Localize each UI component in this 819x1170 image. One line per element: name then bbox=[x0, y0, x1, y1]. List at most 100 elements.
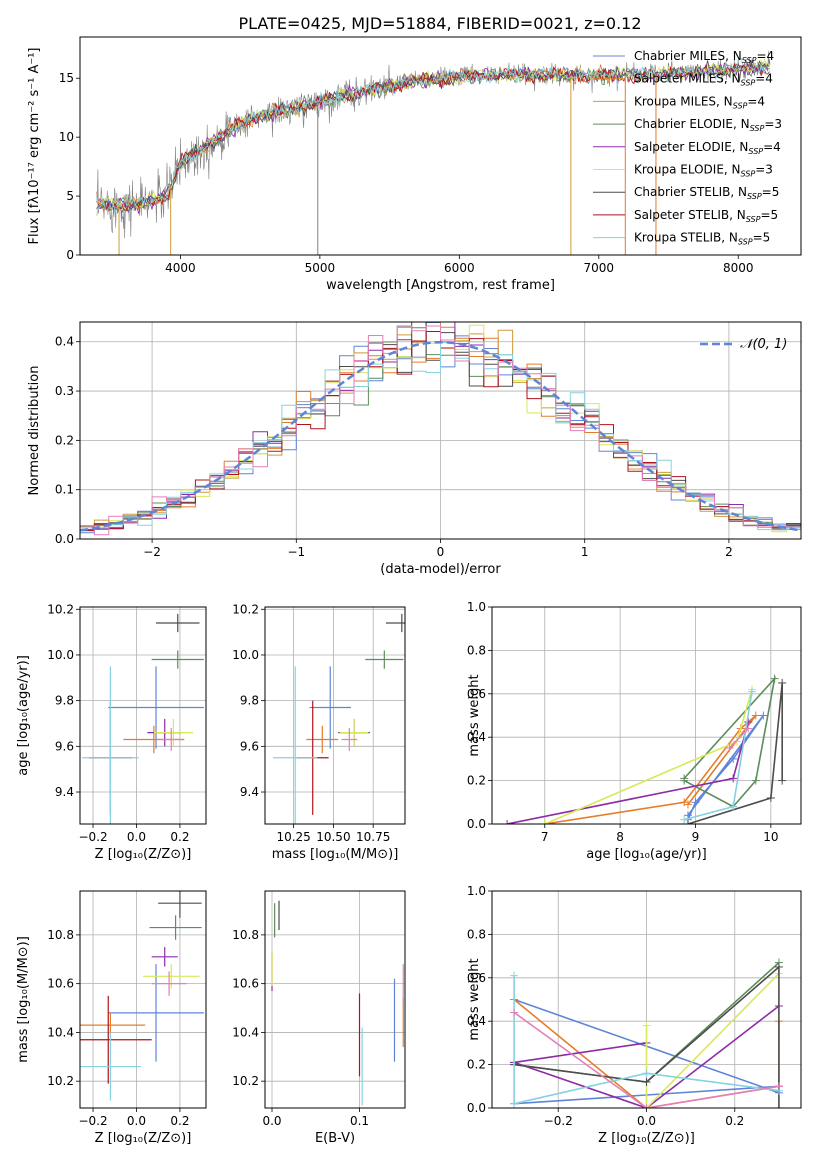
errorbar-point bbox=[82, 666, 139, 824]
y-tick-label: 9.6 bbox=[240, 739, 259, 753]
y-axis-label: mass [log₁₀(M/M⊙)] bbox=[16, 936, 31, 1063]
mass-weight-marker bbox=[759, 711, 768, 720]
legend-entry: Kroupa ELODIE, NSSP=3 bbox=[634, 163, 773, 179]
axes-overlay-residuals: −2 −1 0 1 2 0.0 0.1 0.2 0.3 0.4 (data-model)/error… bbox=[27, 321, 802, 577]
errorbar-point bbox=[156, 613, 200, 633]
legend-entry-suffix: =5 bbox=[753, 231, 771, 245]
y-tick-label: 10.0 bbox=[232, 648, 259, 662]
y-tick-label: 10.4 bbox=[47, 1025, 74, 1039]
panel-age_vs_mass bbox=[265, 607, 405, 824]
x-tick-label: 4000 bbox=[165, 261, 196, 275]
y-tick-label: 15 bbox=[59, 71, 74, 85]
y-tick-label: 1.0 bbox=[467, 600, 486, 614]
mass-weight-marker bbox=[748, 687, 757, 696]
x-tick-label: 7 bbox=[541, 830, 549, 844]
y-tick-label: 10.8 bbox=[232, 928, 259, 942]
mass-weight-line bbox=[645, 972, 780, 1108]
gaussian-curve bbox=[80, 340, 801, 532]
x-axis-label: (data-model)/error bbox=[380, 562, 501, 577]
x-tick-label: 0.1 bbox=[350, 1114, 369, 1128]
legend-entry: Salpeter MILES, NSSP=4 bbox=[634, 72, 773, 88]
y-tick-label: 0.3 bbox=[55, 384, 74, 398]
legend-entry-label: Chabrier ELODIE, N bbox=[634, 117, 750, 131]
legend-entry: Chabrier ELODIE, NSSP=3 bbox=[634, 117, 782, 133]
y-tick-label: 0.4 bbox=[467, 730, 486, 744]
legend-entry: Kroupa STELIB, NSSP=5 bbox=[634, 231, 770, 247]
axes-overlay-age_vs_Z: −0.2 0.0 0.2 9.4 9.6 9.8 10.0 10.2 Z [log₁₀(Z/Z⊙… bbox=[16, 602, 207, 862]
residual-histogram-step bbox=[80, 325, 801, 536]
legend-entry-label: Chabrier MILES, N bbox=[634, 49, 742, 63]
plot-area-age_vs_Z bbox=[82, 613, 204, 824]
errorbar-point bbox=[108, 666, 204, 749]
mass-weight-marker bbox=[778, 678, 787, 687]
legend-entry-suffix: =3 bbox=[755, 163, 773, 177]
y-tick-label: 10.2 bbox=[47, 1074, 74, 1088]
legend-entry-sub: SSP bbox=[747, 192, 762, 201]
legend-entry: Kroupa MILES, NSSP=4 bbox=[634, 94, 765, 110]
y-axis-label: age [log₁₀(age/yr)] bbox=[16, 655, 31, 776]
y-tick-label: 0.6 bbox=[467, 971, 486, 985]
plot-area-age_vs_mass bbox=[272, 613, 405, 824]
y-tick-label: 1.0 bbox=[467, 884, 486, 898]
plot-area-residuals bbox=[80, 322, 801, 536]
mass-weight-marker bbox=[729, 774, 738, 783]
y-tick-label: 10.2 bbox=[232, 602, 259, 616]
legend-entry-sub: SSP bbox=[733, 101, 748, 110]
axes-overlay-spectrum: 4000 5000 6000 7000 8000 0 5 10 15 wavelength [An… bbox=[27, 36, 802, 293]
y-tick-label: 0.1 bbox=[55, 483, 74, 497]
y-tick-label: 10.8 bbox=[47, 928, 74, 942]
mass-weight-marker bbox=[642, 1021, 651, 1030]
x-tick-label: 8000 bbox=[723, 261, 754, 275]
y-tick-label: 0.4 bbox=[55, 335, 74, 349]
mass-weight-marker bbox=[778, 776, 787, 785]
panel-mass_vs_EBV bbox=[265, 891, 405, 1108]
x-tick-label: −2 bbox=[143, 545, 161, 559]
mass-weight-marker bbox=[642, 1104, 651, 1108]
y-tick-label: 0.0 bbox=[55, 532, 74, 546]
mass-weight-line bbox=[513, 965, 780, 1108]
mass-weight-marker bbox=[725, 744, 734, 753]
legend-entry-label: Salpeter ELODIE, N bbox=[634, 140, 748, 154]
y-tick-label: 9.4 bbox=[55, 785, 74, 799]
y-tick-label: 9.8 bbox=[55, 694, 74, 708]
legend-entry-label: Salpeter MILES, N bbox=[634, 72, 741, 86]
mass-weight-marker bbox=[510, 1008, 519, 1017]
mass-weight-marker bbox=[770, 674, 779, 683]
legend-entry-suffix: =4 bbox=[755, 72, 773, 86]
x-tick-label: 0.2 bbox=[170, 830, 189, 844]
mass-weight-marker bbox=[503, 820, 512, 824]
legend-entry: Salpeter ELODIE, NSSP=4 bbox=[634, 140, 781, 156]
legend-entry-sub: SSP bbox=[750, 124, 765, 133]
y-tick-label: 0.0 bbox=[467, 817, 486, 831]
y-tick-label: 10.4 bbox=[232, 1025, 259, 1039]
mass-weight-marker bbox=[540, 820, 549, 824]
y-tick-label: 0.8 bbox=[467, 927, 486, 941]
x-tick-label: 6000 bbox=[444, 261, 475, 275]
legend-entry-sub: SSP bbox=[748, 147, 763, 156]
mass-weight-line bbox=[513, 975, 780, 1105]
plot-area-spectrum bbox=[96, 50, 771, 255]
panel-mass_vs_Z bbox=[80, 891, 206, 1108]
mass-weight-marker bbox=[744, 724, 753, 733]
errorbar-point bbox=[80, 995, 152, 1084]
errorbar-point bbox=[160, 728, 183, 751]
axes-frame bbox=[491, 606, 802, 825]
x-axis-label: mass [log₁₀(M/M⊙)] bbox=[272, 847, 399, 862]
panel-residuals bbox=[80, 322, 801, 540]
spectrum-model-line bbox=[96, 61, 770, 216]
y-axis-label: mass weight bbox=[467, 674, 482, 756]
y-tick-label: 0.2 bbox=[467, 1058, 486, 1072]
y-tick-label: 0.2 bbox=[467, 774, 486, 788]
axes-overlay-weight_vs_Z: −0.2 0.0 0.2 0.0 0.2 0.4 0.6 0.8 1.0 Z [log₁₀(Z/Z… bbox=[467, 884, 802, 1146]
mass-weight-marker bbox=[751, 776, 760, 785]
mass-weight-marker bbox=[691, 798, 700, 807]
legend-entry-label: Kroupa MILES, N bbox=[634, 94, 733, 108]
axes-frame bbox=[79, 36, 802, 256]
axes-overlay-mass_vs_Z: −0.2 0.0 0.2 10.2 10.4 10.6 10.8 Z [log₁₀(Z/Z⊙)… bbox=[16, 890, 207, 1146]
plot-area-mass_vs_EBV bbox=[271, 900, 404, 1106]
legend-entry-label: Kroupa STELIB, N bbox=[634, 231, 738, 245]
y-tick-label: 10.2 bbox=[232, 1074, 259, 1088]
panel-weight_vs_Z bbox=[492, 890, 801, 1109]
gaussian-legend-label: 𝒩(0, 1) bbox=[740, 337, 787, 352]
